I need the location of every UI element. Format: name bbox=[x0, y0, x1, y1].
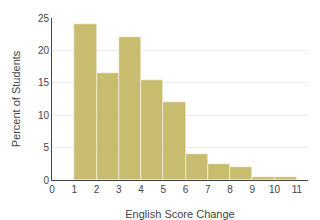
svg-text:9: 9 bbox=[250, 184, 256, 195]
svg-text:11: 11 bbox=[292, 184, 303, 195]
svg-text:6: 6 bbox=[183, 184, 189, 195]
svg-text:5: 5 bbox=[43, 142, 49, 153]
svg-text:1: 1 bbox=[71, 184, 77, 195]
svg-text:25: 25 bbox=[38, 13, 50, 24]
svg-text:5: 5 bbox=[161, 184, 167, 195]
svg-text:Percent of Students: Percent of Students bbox=[10, 50, 22, 147]
svg-text:4: 4 bbox=[138, 184, 144, 195]
svg-text:10: 10 bbox=[38, 110, 50, 121]
svg-text:7: 7 bbox=[205, 184, 211, 195]
svg-text:15: 15 bbox=[38, 77, 50, 88]
svg-text:20: 20 bbox=[38, 45, 50, 56]
svg-text:3: 3 bbox=[116, 184, 122, 195]
svg-text:10: 10 bbox=[269, 184, 281, 195]
svg-text:English Score Change: English Score Change bbox=[125, 208, 234, 220]
svg-text:0: 0 bbox=[49, 184, 55, 195]
svg-text:2: 2 bbox=[94, 184, 100, 195]
svg-text:0: 0 bbox=[43, 175, 49, 186]
svg-text:8: 8 bbox=[227, 184, 233, 195]
